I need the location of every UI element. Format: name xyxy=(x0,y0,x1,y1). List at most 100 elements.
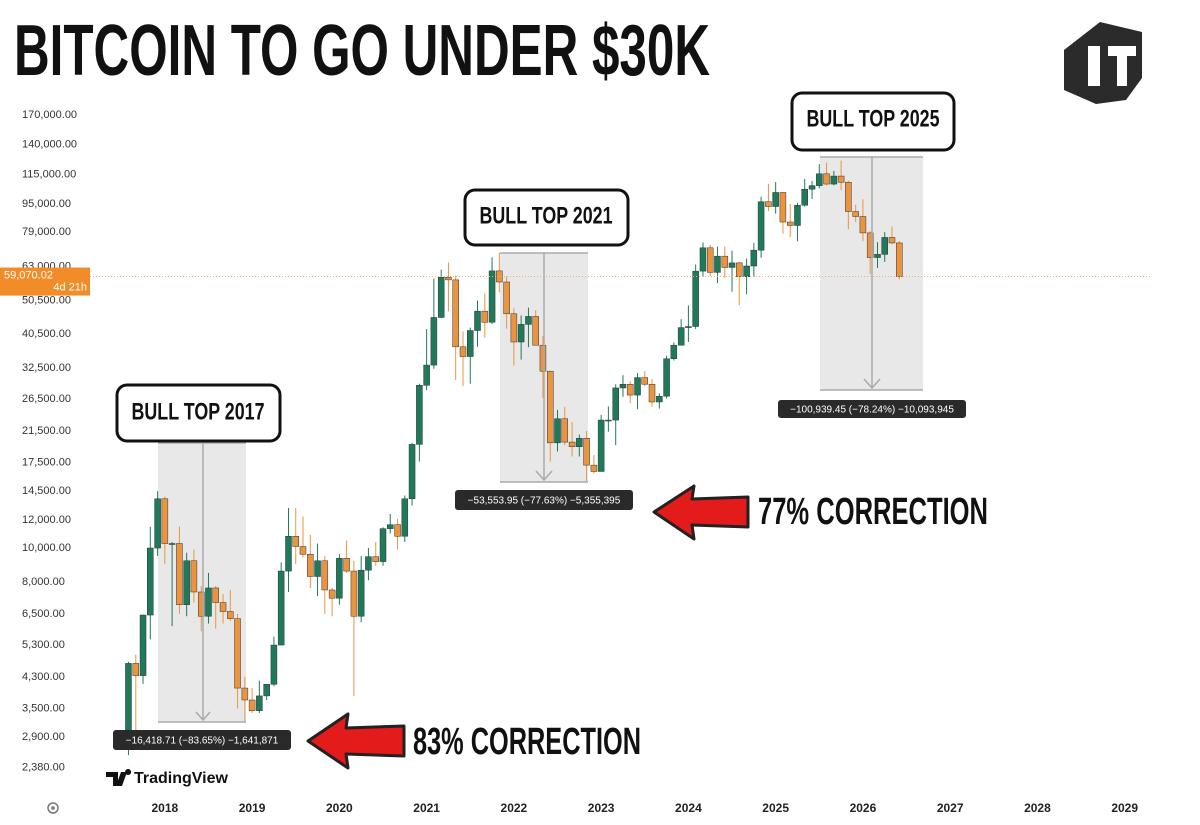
candle-body xyxy=(423,364,430,386)
candle-body xyxy=(779,192,787,223)
measure-label: −100,939.45 (−78.24%) −10,093,945 xyxy=(790,405,954,416)
candle-body xyxy=(896,242,903,277)
x-tick-label: 2022 xyxy=(501,801,528,815)
y-tick-label: 21,500.00 xyxy=(22,425,71,437)
y-tick-label: 5,300.00 xyxy=(22,639,65,651)
y-tick-label: 40,500.00 xyxy=(22,328,71,340)
countdown: 4d 21h xyxy=(53,281,87,293)
candle-body xyxy=(786,221,794,226)
candle-body xyxy=(612,387,619,421)
candle-body xyxy=(277,570,285,646)
candle-body xyxy=(576,438,583,447)
candle-body xyxy=(706,247,714,273)
chart-title: BITCOIN TO GO UNDER $30K xyxy=(14,11,710,91)
candle-body xyxy=(503,281,510,315)
candle-body xyxy=(823,173,830,185)
candle-body xyxy=(132,663,140,676)
candle-body xyxy=(830,175,838,185)
candle-body xyxy=(677,327,685,346)
y-tick-label: 10,000.00 xyxy=(22,542,71,554)
candle-body xyxy=(685,326,692,328)
candle-body xyxy=(626,383,634,396)
measure-label: −16,418.71 (−83.65%) −1,641,871 xyxy=(126,736,279,747)
y-tick-label: 2,380.00 xyxy=(22,761,65,773)
y-tick-label: 26,500.00 xyxy=(22,393,71,405)
candle-body xyxy=(648,383,656,403)
candle-body xyxy=(874,254,881,258)
candle-body xyxy=(343,558,350,572)
y-tick-label: 95,000.00 xyxy=(22,198,71,210)
candles xyxy=(125,160,903,756)
y-tick-label: 140,000.00 xyxy=(22,139,77,151)
candle-body xyxy=(285,536,292,572)
candle-body xyxy=(656,395,663,403)
candle-body xyxy=(263,684,270,697)
candle-body xyxy=(445,277,452,281)
candle-body xyxy=(808,185,816,190)
candle-body xyxy=(459,346,467,357)
candle-body xyxy=(670,344,678,359)
candle-body xyxy=(299,546,307,555)
candle-body xyxy=(379,528,387,562)
candle-body xyxy=(590,464,598,472)
candle-body xyxy=(350,570,358,617)
y-tick-label: 4,300.00 xyxy=(22,671,65,683)
candle-body xyxy=(168,543,176,545)
y-tick-label: 6,500.00 xyxy=(22,608,65,620)
candle-body xyxy=(772,192,779,207)
candle-body xyxy=(539,344,547,372)
candle-body xyxy=(190,560,198,593)
candle-body xyxy=(692,270,699,327)
candle-body xyxy=(386,524,394,529)
candle-body xyxy=(517,324,525,343)
y-tick-label: 79,000.00 xyxy=(22,226,71,238)
candle-body xyxy=(816,173,823,186)
annotation: BULL TOP 2017 xyxy=(132,398,265,425)
candle-body xyxy=(394,524,401,537)
candle-body xyxy=(845,181,852,212)
x-tick-label: 2024 xyxy=(675,801,702,815)
candle-body xyxy=(125,663,132,740)
candle-body xyxy=(736,262,743,277)
y-tick-label: 17,500.00 xyxy=(22,456,71,468)
price-tag-label: 59,070.02 xyxy=(4,269,53,281)
candle-body xyxy=(139,614,147,676)
y-tick-label: 12,000.00 xyxy=(22,514,71,526)
candle-body xyxy=(496,270,503,283)
settings-icon[interactable] xyxy=(47,802,59,814)
candle-body xyxy=(212,587,219,603)
x-tick-label: 2025 xyxy=(762,801,789,815)
candle-body xyxy=(852,211,859,217)
candle-body xyxy=(765,201,772,207)
x-tick-label: 2019 xyxy=(239,801,266,815)
candle-body xyxy=(292,536,299,547)
candle-body xyxy=(525,316,532,325)
candle-body xyxy=(801,188,808,206)
candle-body xyxy=(547,370,554,444)
candle-body xyxy=(663,358,670,397)
candle-body xyxy=(197,591,205,617)
candle-body xyxy=(161,498,169,544)
candle-body xyxy=(794,204,801,226)
candle-body xyxy=(634,377,641,396)
candle-body xyxy=(248,699,256,711)
candle-body xyxy=(416,385,423,445)
candle-body xyxy=(488,270,496,323)
candle-body xyxy=(605,419,612,422)
candle-body xyxy=(307,554,314,577)
y-tick-label: 50,500.00 xyxy=(22,294,71,306)
callout: 77% CORRECTION xyxy=(758,491,988,533)
candle-body xyxy=(721,255,729,268)
candle-body xyxy=(597,419,605,472)
candle-body xyxy=(256,695,263,711)
candle-body xyxy=(641,377,649,385)
candle-body xyxy=(714,255,721,273)
measure-tools: −16,418.71 (−83.65%) −1,641,871 −53,553.… xyxy=(113,156,966,750)
x-tick-label: 2020 xyxy=(326,801,353,815)
candle-body xyxy=(336,558,343,599)
candle-body xyxy=(321,560,329,591)
x-tick-label: 2021 xyxy=(413,801,440,815)
candle-body xyxy=(554,418,561,444)
